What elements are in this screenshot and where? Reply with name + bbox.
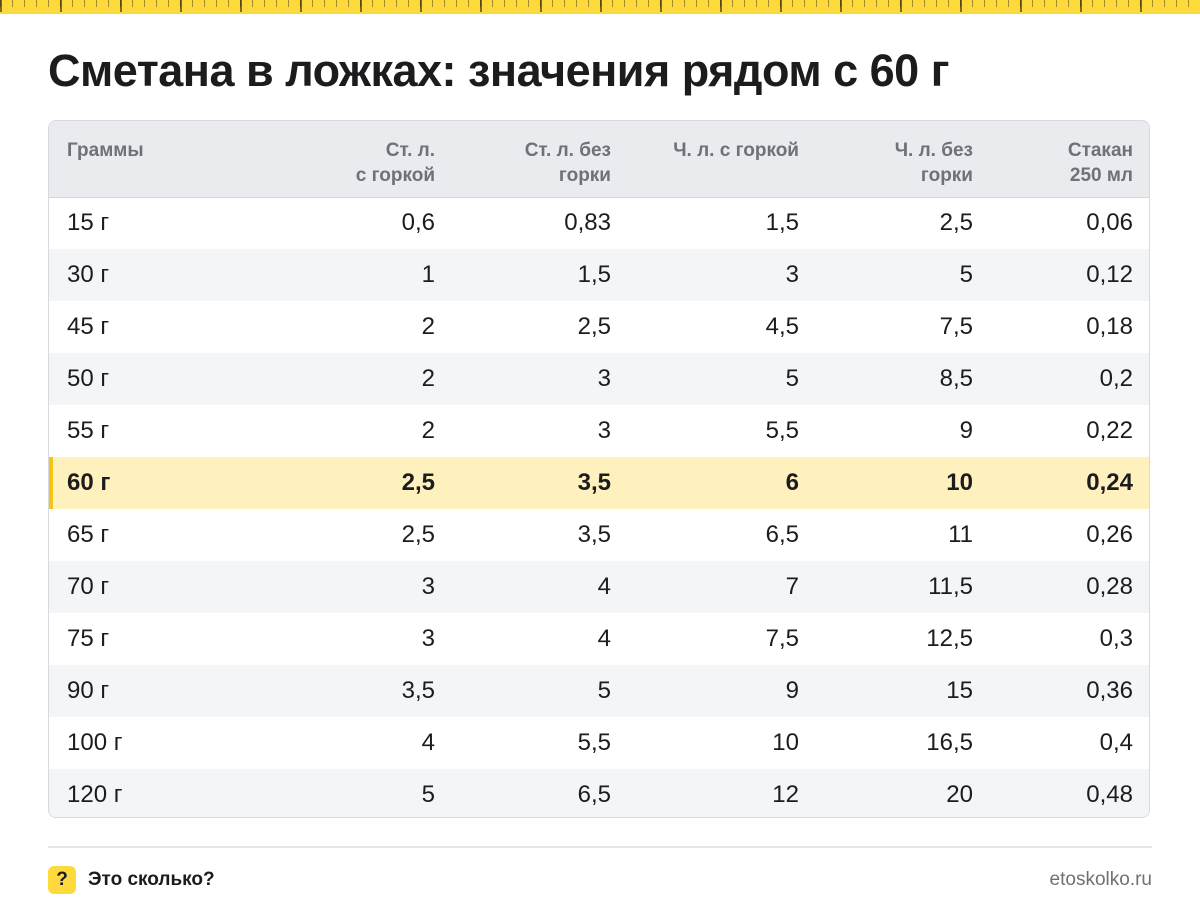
cell-glass: 0,06 [1086,209,1133,237]
table-row: 90 г 3,5 5 9 15 0,36 [49,665,1149,717]
cell-tsp-heaped: 6 [785,469,799,496]
cell-grams: 65 г [67,521,110,548]
brand-name: Это сколько? [88,869,215,890]
table-row: 45 г 2 2,5 4,5 7,5 0,18 [49,301,1149,353]
cell-tbsp-heaped: 4 [421,729,435,756]
cell-tbsp-heaped: 2 [421,417,435,444]
column-header-grams: Граммы [49,121,278,198]
cell-tsp-heaped: 7 [785,573,799,600]
column-header-tbsp-heaped: Ст. л. с горкой [278,121,436,198]
cell-grams: 100 г [67,729,123,756]
cell-tsp-level: 5 [959,261,973,288]
table-row: 30 г 1 1,5 3 5 0,12 [49,249,1149,301]
table-row: 15 г 0,6 0,83 1,5 2,5 0,06 [49,197,1149,249]
cell-tbsp-level: 3 [597,365,611,392]
cell-glass: 0,2 [1099,365,1133,392]
cell-glass: 0,48 [1086,781,1133,808]
table-row: 65 г 2,5 3,5 6,5 11 0,26 [49,509,1149,561]
cell-tbsp-heaped: 3 [421,625,435,652]
cell-tbsp-heaped: 3 [421,573,435,600]
cell-grams: 70 г [67,573,110,600]
cell-tbsp-level: 4 [597,573,611,600]
cell-tbsp-heaped: 2 [421,365,435,392]
cell-grams: 55 г [67,417,110,444]
table-row: 50 г 2 3 5 8,5 0,2 [49,353,1149,405]
cell-tsp-heaped: 10 [772,729,799,756]
cell-tbsp-heaped: 3,5 [401,677,435,704]
cell-grams: 15 г [67,209,110,237]
cell-grams: 90 г [67,677,110,704]
cell-glass: 0,22 [1086,417,1133,444]
conversion-table: Граммы Ст. л. с горкой Ст. л. без горки Ч.… [49,121,1149,817]
table-header-row: Граммы Ст. л. с горкой Ст. л. без горки Ч.… [49,121,1149,198]
cell-grams: 45 г [67,313,110,340]
column-header-tbsp-level: Ст. л. без горки [436,121,612,198]
cell-tsp-heaped: 1,5 [765,209,799,237]
footer-divider [48,846,1152,848]
ruler-decoration [0,0,1200,14]
cell-tsp-heaped: 12 [772,781,799,808]
cell-glass: 0,28 [1086,573,1133,600]
cell-tbsp-level: 1,5 [577,261,611,288]
cell-glass: 0,24 [1086,469,1133,496]
cell-tbsp-level: 3,5 [577,469,611,496]
cell-tbsp-level: 2,5 [577,313,611,340]
cell-tsp-level: 8,5 [939,365,973,392]
cell-glass: 0,4 [1099,729,1133,756]
cell-tsp-heaped: 7,5 [765,625,799,652]
cell-tsp-level: 12,5 [926,625,973,652]
cell-glass: 0,26 [1086,521,1133,548]
cell-tbsp-heaped: 2,5 [401,521,435,548]
cell-tsp-heaped: 4,5 [765,313,799,340]
cell-tsp-level: 11 [948,521,973,548]
table-row: 120 г 5 6,5 12 20 0,48 [49,769,1149,817]
cell-tbsp-heaped: 0,6 [401,209,435,237]
cell-tbsp-level: 5,5 [577,729,611,756]
cell-tbsp-level: 3,5 [577,521,611,548]
cell-tbsp-heaped: 5 [421,781,435,808]
cell-tsp-level: 2,5 [939,209,973,237]
table-row-highlighted: 60 г 2,5 3,5 6 10 0,24 [49,457,1149,509]
site-url: etoskolko.ru [1049,869,1152,890]
cell-tsp-heaped: 5,5 [765,417,799,444]
table-row: 75 г 3 4 7,5 12,5 0,3 [49,613,1149,665]
column-header-tsp-heaped: Ч. л. с горкой [612,121,800,198]
cell-tbsp-level: 4 [597,625,611,652]
question-badge-icon: ? [48,866,76,894]
column-header-glass-250ml: Стакан 250 мл [974,121,1149,198]
table-row: 70 г 3 4 7 11,5 0,28 [49,561,1149,613]
cell-tsp-level: 15 [946,677,973,704]
cell-tsp-level: 11,5 [928,573,973,600]
cell-glass: 0,36 [1086,677,1133,704]
cell-tbsp-level: 5 [597,677,611,704]
cell-tsp-level: 16,5 [926,729,973,756]
cell-glass: 0,12 [1086,261,1133,288]
cell-tbsp-level: 6,5 [577,781,611,808]
cell-grams: 60 г [49,457,278,509]
cell-tsp-heaped: 3 [785,261,799,288]
cell-tbsp-heaped: 2,5 [401,469,435,496]
cell-tbsp-level: 3 [597,417,611,444]
cell-tsp-heaped: 6,5 [765,521,799,548]
table-row: 100 г 4 5,5 10 16,5 0,4 [49,717,1149,769]
cell-tbsp-level: 0,83 [564,209,611,237]
cell-grams: 120 г [67,781,123,808]
cell-grams: 50 г [67,365,110,392]
cell-tsp-level: 9 [959,417,973,444]
cell-grams: 75 г [67,625,110,652]
cell-tbsp-heaped: 2 [421,313,435,340]
page-title: Сметана в ложках: значения рядом с 60 г [48,45,949,96]
table-row: 55 г 2 3 5,5 9 0,22 [49,405,1149,457]
cell-tsp-level: 10 [946,469,973,496]
cell-tsp-heaped: 9 [785,677,799,704]
cell-tbsp-heaped: 1 [421,261,435,288]
cell-tsp-level: 7,5 [939,313,973,340]
cell-tsp-heaped: 5 [785,365,799,392]
cell-glass: 0,3 [1099,625,1133,652]
column-header-tsp-level: Ч. л. без горки [800,121,974,198]
cell-grams: 30 г [67,261,110,288]
cell-tsp-level: 20 [946,781,973,808]
conversion-table-card: Граммы Ст. л. с горкой Ст. л. без горки Ч.… [48,120,1150,818]
cell-glass: 0,18 [1086,313,1133,340]
